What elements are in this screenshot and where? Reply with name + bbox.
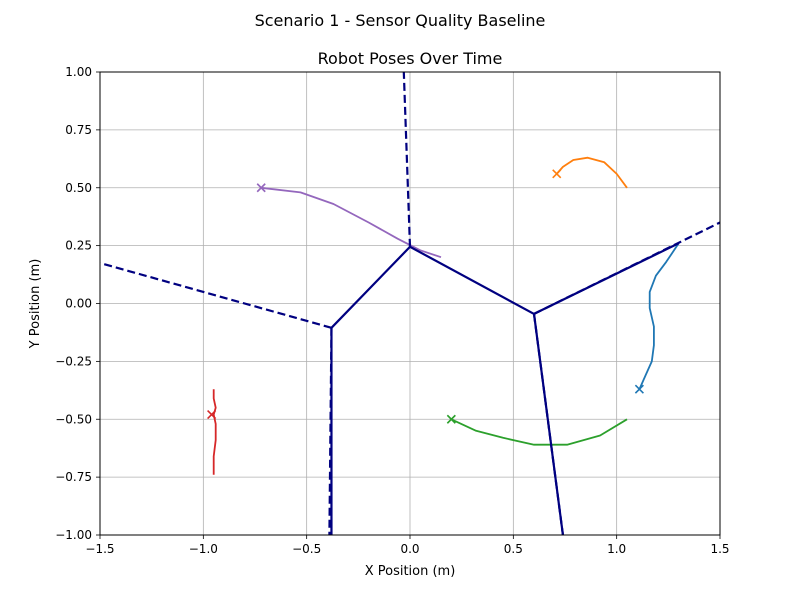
- grid: [99, 71, 721, 536]
- voronoi-edge: [330, 246, 411, 329]
- x-tick-label: −0.5: [292, 542, 321, 556]
- y-tick-label: 0.75: [65, 123, 92, 137]
- ticks: −1.5 −1.0 −0.5 0.0 0.5 1.0 1.5 −1.00 −0.75 −0.50 −…: [55, 65, 729, 556]
- y-tick-label: 1.00: [65, 65, 92, 79]
- y-tick-label: −0.25: [55, 354, 92, 368]
- y-tick-label: 0.00: [65, 297, 92, 311]
- chart-suptitle: Scenario 1 - Sensor Quality Baseline: [255, 11, 546, 30]
- voronoi-edge: [409, 245, 535, 315]
- y-tick-label: 0.50: [65, 181, 92, 195]
- x-tick-label: −1.0: [189, 542, 218, 556]
- trajectory-line-3: [450, 418, 628, 446]
- y-tick-label: −0.50: [55, 412, 92, 426]
- trajectory-line-1: [638, 242, 680, 390]
- chart-title: Robot Poses Over Time: [318, 49, 503, 68]
- voronoi-ray: [533, 221, 720, 315]
- trajectory-end-marker-5: [256, 183, 266, 193]
- x-tick-label: 1.0: [607, 542, 626, 556]
- y-tick-label: −1.00: [55, 528, 92, 542]
- voronoi-ray: [532, 313, 565, 535]
- x-axis-label: X Position (m): [365, 564, 456, 579]
- x-tick-label: −1.5: [85, 542, 114, 556]
- voronoi-ray: [328, 327, 333, 535]
- trajectory-line-4: [212, 389, 217, 475]
- x-tick-label: 1.5: [710, 542, 729, 556]
- x-tick-label: 0.0: [400, 542, 419, 556]
- y-tick-label: −0.75: [55, 470, 92, 484]
- plot-area: [100, 72, 720, 535]
- y-axis-label: Y Position (m): [28, 259, 43, 350]
- x-tick-label: 0.5: [504, 542, 523, 556]
- y-tick-label: 0.25: [65, 239, 92, 253]
- trajectory-end-marker-2: [552, 169, 562, 179]
- trajectory-end-marker-3: [446, 414, 456, 424]
- voronoi-ray: [402, 72, 412, 247]
- trajectory-end-marker-4: [207, 410, 217, 420]
- trajectory-end-marker-1: [634, 384, 644, 394]
- trajectory-line-5: [261, 186, 442, 259]
- voronoi-ray: [100, 261, 332, 329]
- trajectory-line-2: [556, 156, 628, 189]
